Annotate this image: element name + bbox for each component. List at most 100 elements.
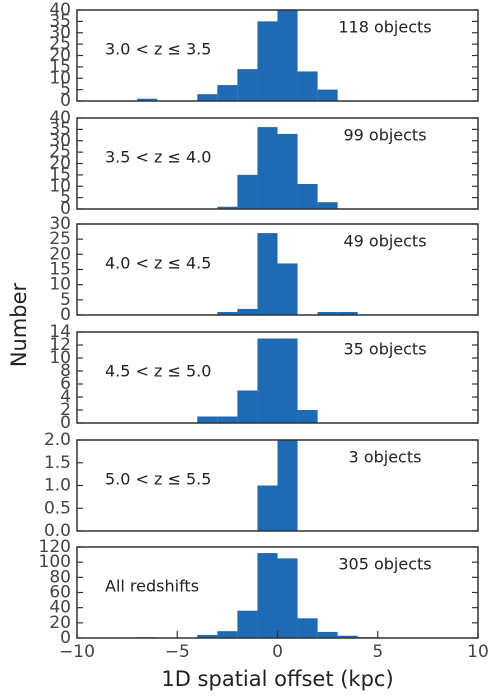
y-tick-label: 10	[49, 68, 71, 88]
y-tick-label: 5	[60, 290, 71, 310]
y-tick-label: 30	[49, 214, 71, 234]
y-tick-label: 8	[60, 361, 71, 381]
y-tick-label: 20	[49, 613, 71, 633]
x-tick-label: −5	[165, 642, 190, 662]
bar	[317, 311, 338, 315]
bar	[257, 485, 278, 531]
bar	[237, 174, 258, 209]
y-tick-label: 12	[49, 335, 71, 355]
annotation: 118 objects	[338, 18, 431, 37]
y-tick-label: 1.5	[44, 453, 71, 473]
bar	[197, 634, 218, 638]
bar	[237, 308, 258, 315]
y-tick-label: 15	[49, 165, 71, 185]
bar	[257, 233, 278, 315]
y-tick-label: 0	[60, 91, 71, 111]
y-tick-label: 35	[49, 11, 71, 31]
axes-frame	[76, 331, 479, 424]
y-tick-label: 10	[49, 275, 71, 295]
x-tick-label: 5	[372, 642, 383, 662]
y-tick-label: 30	[49, 23, 71, 43]
bar	[257, 127, 278, 209]
y-tick-label: 5	[60, 80, 71, 100]
bar	[137, 98, 158, 101]
range-label: 3.0 < z ≤ 3.5	[105, 40, 211, 59]
y-tick-label: 0	[60, 413, 71, 433]
bar	[257, 338, 278, 423]
y-tick-label: 10	[49, 176, 71, 196]
y-tick-label: 2.0	[44, 430, 71, 450]
y-tick-label: 40	[49, 598, 71, 618]
y-tick-label: 0	[60, 305, 71, 325]
bar	[277, 263, 298, 315]
bar	[297, 618, 318, 638]
y-tick-label: 40	[49, 0, 71, 20]
y-tick-label: 15	[49, 260, 71, 280]
y-tick-label: 80	[49, 567, 71, 587]
bar	[317, 202, 338, 209]
bar	[277, 558, 298, 638]
y-tick-label: 20	[49, 244, 71, 264]
bar	[297, 410, 318, 423]
y-tick-label: 5	[60, 188, 71, 208]
y-tick-label: 25	[49, 142, 71, 162]
bar	[337, 311, 358, 315]
bar	[237, 390, 258, 423]
bar	[237, 69, 258, 101]
bar	[197, 94, 218, 101]
y-tick-label: 1.0	[44, 476, 71, 496]
bar	[217, 206, 238, 209]
y-tick-label: 20	[49, 154, 71, 174]
bar	[217, 416, 238, 423]
y-tick-label: 15	[49, 57, 71, 77]
bar	[217, 85, 238, 101]
bar	[257, 553, 278, 638]
annotation: 3 objects	[349, 448, 422, 467]
y-tick-label: 0	[60, 628, 71, 648]
y-tick-label: 25	[49, 34, 71, 54]
y-tick-label: 120	[39, 537, 71, 557]
range-label: 4.0 < z ≤ 4.5	[105, 254, 211, 273]
bar	[297, 71, 318, 101]
x-tick-label: 10	[467, 642, 489, 662]
bar	[257, 21, 278, 101]
bar	[297, 183, 318, 209]
annotation: 49 objects	[343, 232, 426, 251]
y-tick-label: 2	[60, 400, 71, 420]
x-tick-label: 0	[272, 642, 283, 662]
y-tick-label: 6	[60, 374, 71, 394]
y-tick-label: 0.5	[44, 498, 71, 518]
y-tick-label: 10	[49, 348, 71, 368]
bar	[217, 311, 238, 315]
bar	[237, 610, 258, 638]
annotation: 35 objects	[343, 340, 426, 359]
bar	[277, 133, 298, 209]
bar	[337, 635, 358, 638]
bar	[277, 10, 298, 101]
bar	[217, 631, 238, 638]
annotation: 305 objects	[338, 555, 431, 574]
y-axis-label: Number	[7, 282, 31, 367]
bar	[317, 631, 338, 638]
range-label: 3.5 < z ≤ 4.0	[105, 148, 211, 167]
x-axis-label: 1D spatial offset (kpc)	[161, 667, 393, 691]
range-label: 4.5 < z ≤ 5.0	[105, 362, 211, 381]
bar	[277, 440, 298, 531]
y-tick-label: 35	[49, 119, 71, 139]
y-tick-label: 4	[60, 387, 71, 407]
y-tick-label: 20	[49, 46, 71, 66]
y-tick-label: 25	[49, 229, 71, 249]
y-tick-label: 0.0	[44, 521, 71, 541]
bar	[197, 416, 218, 423]
y-tick-label: 100	[39, 552, 71, 572]
bar	[317, 89, 338, 101]
range-label: 5.0 < z ≤ 5.5	[105, 470, 211, 489]
y-tick-label: 40	[49, 108, 71, 128]
y-tick-label: 60	[49, 583, 71, 603]
annotation: 99 objects	[343, 126, 426, 145]
y-tick-label: 30	[49, 131, 71, 151]
x-tick-label: −10	[59, 642, 95, 662]
range-label: All redshifts	[105, 577, 199, 596]
y-tick-label: 0	[60, 199, 71, 219]
